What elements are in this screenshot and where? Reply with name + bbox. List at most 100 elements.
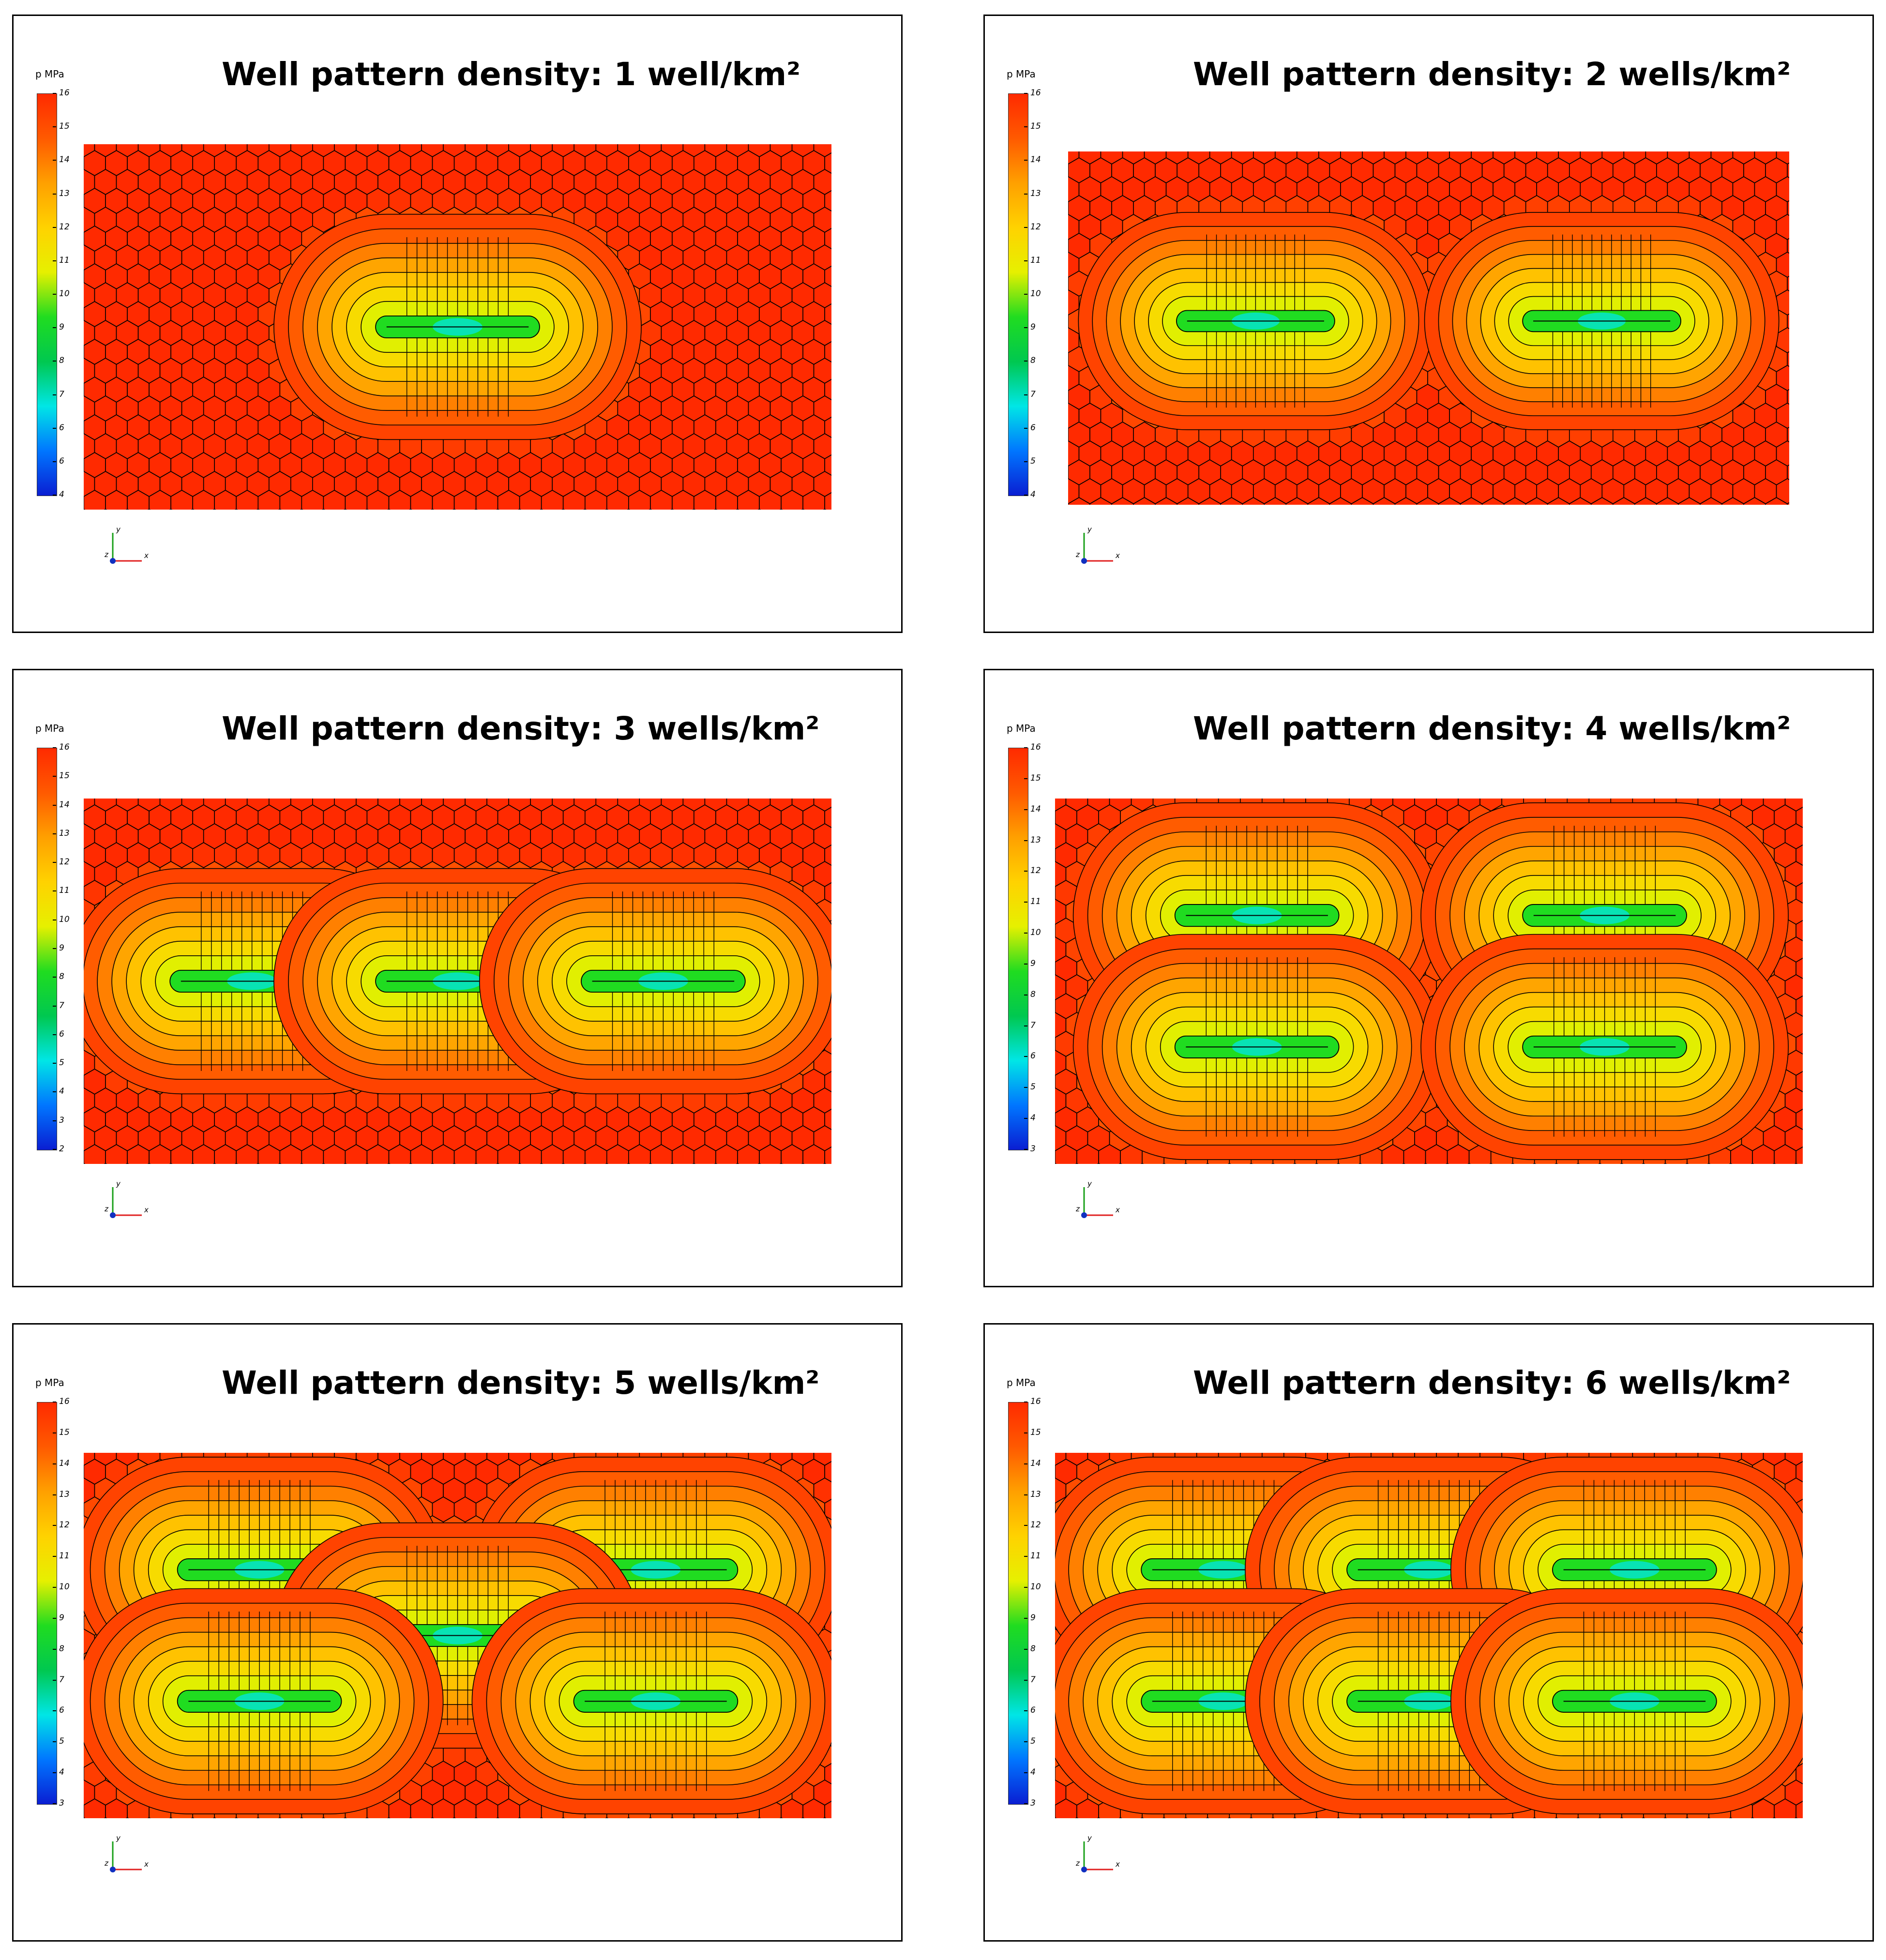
colorbar-tick-mark xyxy=(53,804,56,806)
colorbar-tick-mark xyxy=(1024,1679,1027,1681)
mesh-cell xyxy=(365,1163,369,1164)
mesh-cell xyxy=(84,1163,86,1164)
colorbar-unit-label: p MPa xyxy=(35,68,64,80)
colorbar-tick-label: 8 xyxy=(59,1643,64,1654)
colorbar xyxy=(37,1402,57,1805)
mesh-cell xyxy=(1772,1163,1776,1164)
colorbar-tick-mark xyxy=(53,461,56,462)
mesh-cell xyxy=(1075,1163,1079,1164)
mesh-cell xyxy=(344,509,347,510)
panel-title: Well pattern density: 3 wells/km² xyxy=(222,710,820,747)
colorbar-tick-label: 16 xyxy=(1030,742,1041,752)
colorbar-tick-mark xyxy=(53,294,56,295)
colorbar-tick-label: 14 xyxy=(59,155,70,165)
mesh-cell xyxy=(1613,497,1635,505)
mesh-cell xyxy=(322,509,325,510)
mesh-cell xyxy=(125,1163,129,1164)
colorbar-tick-mark xyxy=(53,1617,56,1619)
mesh-cell xyxy=(322,1163,325,1164)
colorbar-tick-label: 4 xyxy=(1030,1767,1036,1778)
colorbar-tick-label: 12 xyxy=(59,222,70,232)
pressure-field xyxy=(84,1453,831,1818)
colorbar-tick-mark xyxy=(53,747,56,748)
mesh-cell xyxy=(1416,497,1439,505)
z-axis-label: z xyxy=(104,550,109,559)
colorbar-tick-label: 7 xyxy=(1030,1674,1036,1685)
mesh-cell xyxy=(583,509,587,510)
colorbar-tick-mark xyxy=(53,1034,56,1035)
colorbar-tick-label: 15 xyxy=(59,771,70,781)
colorbar-tick-mark xyxy=(53,427,56,429)
mesh-cell xyxy=(1242,497,1265,505)
colorbar-tick-mark xyxy=(53,1679,56,1681)
x-axis-label: x xyxy=(144,551,149,560)
pressure-field xyxy=(1055,799,1803,1164)
colorbar-tick-mark xyxy=(53,1803,56,1804)
mesh-cell xyxy=(1620,1163,1624,1164)
colorbar-tick-mark xyxy=(53,327,56,329)
z-axis-label: z xyxy=(1075,1205,1080,1213)
mesh-cell xyxy=(714,1163,718,1164)
mesh-cell xyxy=(1358,1163,1362,1164)
mesh-cell xyxy=(1663,1163,1667,1164)
mesh-cell xyxy=(1765,497,1788,505)
colorbar-tick-mark xyxy=(53,862,56,863)
colorbar-tick-mark xyxy=(1024,1494,1027,1495)
mesh-cell xyxy=(714,509,718,510)
mesh-cell xyxy=(1467,1163,1471,1164)
y-axis-label: y xyxy=(1087,525,1092,534)
mesh-cell xyxy=(496,1163,499,1164)
colorbar-tick-mark xyxy=(53,1556,56,1557)
mesh-cell xyxy=(1097,1163,1101,1164)
mesh-cell xyxy=(649,509,652,510)
mesh-cell xyxy=(518,1163,522,1164)
z-axis-dot xyxy=(1081,558,1087,564)
colorbar-tick-label: 11 xyxy=(59,886,70,896)
colorbar-tick-label: 10 xyxy=(59,1582,70,1592)
colorbar xyxy=(37,93,57,496)
well-1 xyxy=(273,213,642,440)
mesh-cell xyxy=(1249,1163,1253,1164)
colorbar-tick-label: 6 xyxy=(59,1029,64,1039)
colorbar-tick-mark xyxy=(53,1772,56,1774)
mesh-cell xyxy=(453,509,456,510)
colorbar-tick-label: 14 xyxy=(1030,1458,1041,1468)
mesh-cell xyxy=(169,1163,173,1164)
pressure-field xyxy=(84,799,831,1164)
axis-triad: y z x xyxy=(1075,1179,1120,1218)
colorbar-tick-label: 7 xyxy=(59,1000,64,1010)
mesh-cell xyxy=(1351,497,1374,505)
colorbar-tick-label: 14 xyxy=(59,799,70,810)
colorbar-tick-mark xyxy=(53,260,56,261)
colorbar-tick-mark xyxy=(1024,1617,1027,1619)
colorbar-tick-label: 15 xyxy=(59,1427,70,1437)
colorbar-tick-label: 14 xyxy=(1030,804,1041,814)
mesh-cell xyxy=(104,1163,107,1164)
mesh-cell xyxy=(1271,1163,1275,1164)
colorbar-tick-mark xyxy=(53,948,56,949)
colorbar-tick-label: 16 xyxy=(59,88,70,98)
colorbar-tick-mark xyxy=(1024,1432,1027,1433)
mesh-cell xyxy=(496,509,499,510)
pressure-panel-3: Well pattern density: 3 wells/km² p MPa 16… xyxy=(12,669,903,1287)
colorbar-tick-mark xyxy=(53,394,56,395)
pressure-panel-1: Well pattern density: 1 well/km² p MPa 16 1… xyxy=(12,15,903,633)
colorbar-tick-mark xyxy=(53,1005,56,1007)
colorbar-tick-mark xyxy=(53,126,56,128)
colorbar-tick-label: 8 xyxy=(1030,1643,1036,1654)
x-axis-label: x xyxy=(144,1860,149,1869)
mesh-cell xyxy=(1206,1163,1209,1164)
mesh-cell xyxy=(1700,497,1722,505)
mesh-cell xyxy=(1394,497,1418,505)
mesh-cell xyxy=(1634,497,1657,505)
colorbar-tick-label: 8 xyxy=(1030,356,1036,366)
mesh-cell xyxy=(1111,497,1134,505)
mesh-cell xyxy=(104,509,107,510)
pressure-panel-2: Well pattern density: 2 wells/km² p MPa 16… xyxy=(983,15,1874,633)
colorbar-tick-label: 12 xyxy=(1030,1520,1041,1530)
colorbar-tick-mark xyxy=(1024,1556,1027,1557)
mesh-cell xyxy=(1554,1163,1558,1164)
mesh-cell xyxy=(387,1163,391,1164)
mesh-cell xyxy=(627,1163,631,1164)
mesh-cell xyxy=(278,1163,282,1164)
